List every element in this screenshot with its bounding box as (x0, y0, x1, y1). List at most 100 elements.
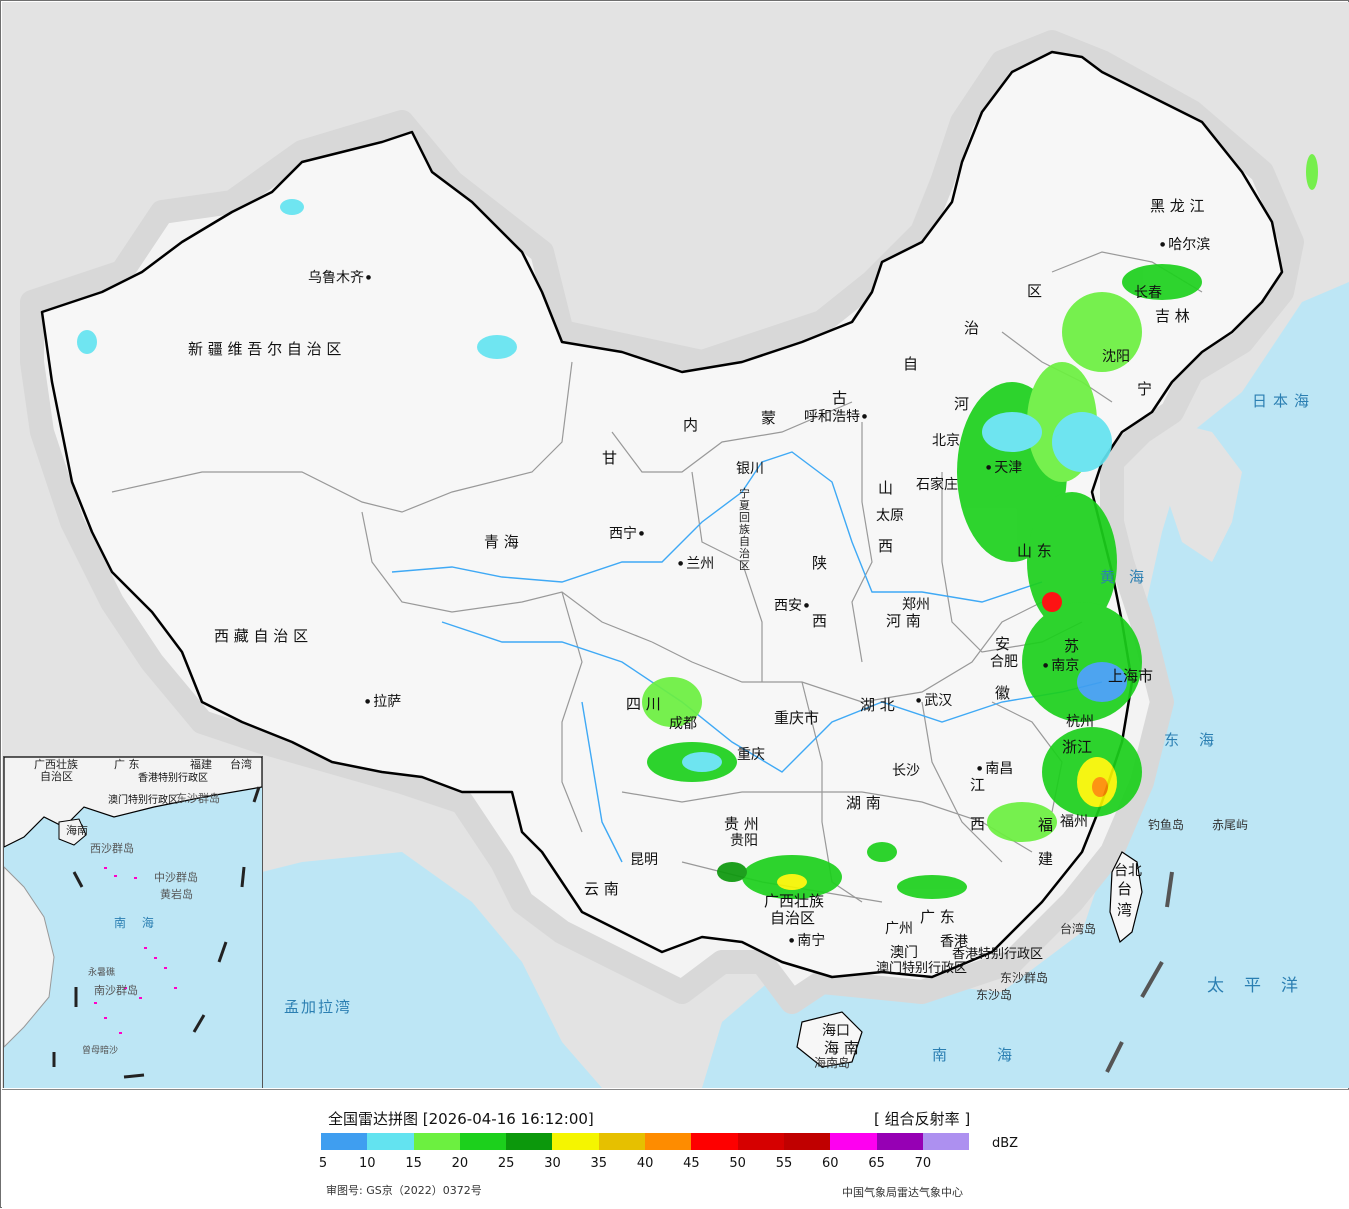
unit-label: dBZ (992, 1136, 1019, 1151)
colorbar-segment (459, 1133, 507, 1150)
colorbar-segment (367, 1133, 414, 1150)
inset-label-taiwan: 台湾 (230, 758, 252, 771)
island-diaoyudao: 钓鱼岛 (1148, 818, 1185, 832)
colorbar-segment (413, 1133, 460, 1150)
colorbar-segment (876, 1133, 923, 1150)
region-shandong: 山 东 (1017, 542, 1052, 560)
island-dongshadao: 东沙岛 (976, 988, 1013, 1002)
region-xinjiang: 新 疆 维 吾 尔 自 治 区 (188, 340, 342, 358)
inset-label-xisha: 西沙群岛 (90, 842, 134, 855)
approval-number: 审图号: GS京（2022）0372号 (326, 1184, 482, 1197)
colorbar-tick-label: 50 (729, 1156, 746, 1171)
colorbar-tick-label: 45 (683, 1156, 700, 1171)
region-neimenggu-4: 自 (903, 355, 919, 373)
colorbar-tick-label: 10 (359, 1156, 376, 1171)
island-dongshaqundao: 东沙群岛 (1000, 971, 1049, 985)
region-yunnan: 云 南 (584, 880, 619, 898)
inset-label-yongshu: 永暑礁 (88, 968, 116, 978)
inset-dash-line (52, 786, 261, 1079)
inset-left-coast (4, 866, 55, 1048)
colorbar-segment (691, 1133, 738, 1150)
region-ningxia: 宁夏回族自治区 (739, 487, 750, 572)
sea-taipingyang: 太平洋 (1207, 976, 1318, 996)
region-heilongjiang: 黑 龙 江 (1150, 197, 1205, 215)
region-guangxi-2: 自治区 (770, 909, 816, 927)
region-chongqing: 重庆市 (774, 709, 820, 727)
colorbar-tick-label: 20 (451, 1156, 469, 1171)
city-taiyuan: 太原 (876, 508, 904, 524)
colorbar-tick-label: 5 (318, 1156, 328, 1171)
colorbar-segment (598, 1133, 646, 1150)
sea-nanhai: 南海 (932, 1046, 1063, 1064)
sea-ribenhai: 日本海 (1252, 392, 1316, 410)
region-macau: 澳门特别行政区 (876, 961, 968, 976)
city-lhasa: 拉萨 (365, 695, 401, 709)
city-wuhan: 武汉 (916, 694, 952, 708)
product-name: [ 组合反射率 ] (874, 1110, 971, 1128)
colorbar-tick-label: 65 (868, 1156, 885, 1171)
city-zhengzhou: 郑州 (902, 597, 930, 613)
colorbar-tick-label: 55 (775, 1156, 793, 1171)
colorbar-tick-label: 15 (405, 1156, 422, 1171)
city-nanchang: 南昌 (977, 762, 1013, 776)
sea-huanghai: 黄海 (1100, 568, 1159, 586)
city-nanjing: 南京 (1043, 659, 1079, 673)
city-shenyang: 沈阳 (1102, 349, 1130, 365)
city-guangzhou: 广州 (885, 921, 913, 937)
city-guiyang: 贵阳 (730, 833, 758, 849)
rivers (391, 451, 1103, 863)
hainan-island (796, 1011, 863, 1068)
inset-label-guangdong: 广 东 (114, 758, 140, 771)
region-taiwan: 台 (1117, 880, 1133, 898)
city-xianggang: 香港 (940, 934, 968, 950)
region-jiangsu: 苏 (1064, 637, 1080, 655)
colorbar-segment (645, 1133, 692, 1150)
inset-label-zhongsha: 中沙群岛 (154, 871, 198, 884)
inset-label-hk: 香港特别行政区 (138, 773, 208, 784)
inset-label-huangyan: 黄岩岛 (160, 888, 193, 901)
sea-donghai: 东海 (1164, 731, 1235, 749)
city-nanning: 南宁 (789, 934, 825, 948)
region-sichuan: 四 川 (626, 695, 661, 713)
region-xizang: 西 藏 自 治 区 (214, 627, 309, 645)
region-neimenggu-5: 治 (964, 319, 980, 337)
city-shijiazhuang: 石家庄 (916, 477, 958, 493)
inset-label-nansha: 南沙群岛 (94, 984, 138, 997)
city-xining: 西宁 (609, 527, 644, 541)
region-neimenggu-1: 内 (683, 416, 699, 434)
colorbar-segment (506, 1133, 553, 1150)
inset-label-hainan: 海南 (66, 824, 88, 837)
island-hainandao: 海南岛 (814, 1056, 851, 1070)
colorbar-tick-label: 60 (822, 1156, 839, 1171)
city-lanzhou: 兰州 (678, 557, 714, 571)
nine-dash-line (1105, 871, 1174, 1073)
legend-panel: 全国雷达拼图 [2026-04-16 16:12:00] [ 组合反射率 ] 5… (2, 1089, 1349, 1209)
region-shaanxi-2: 西 (812, 612, 828, 630)
colorbar-segment (321, 1133, 368, 1150)
region-shanxi: 山 (878, 479, 894, 497)
city-beijing: 北京 (932, 433, 960, 449)
region-guangxi: 广西壮族 (764, 892, 825, 910)
region-neimenggu-3: 古 (832, 389, 848, 407)
region-neimenggu-2: 蒙 (761, 409, 777, 427)
region-jiangxi: 江 (970, 776, 986, 794)
colorbar-segment (830, 1133, 877, 1150)
taiwan-island (1109, 851, 1143, 944)
city-haerbin: 哈尔滨 (1160, 238, 1210, 252)
agency-name: 中国气象局雷达气象中心 (842, 1186, 963, 1199)
colorbar-tick-label: 40 (636, 1156, 654, 1171)
reflectivity-colorbar (321, 1133, 970, 1150)
inset-label-guangxi: 广西壮族 (34, 758, 78, 771)
sea-bay-bengal (182, 852, 602, 1088)
region-jiangxi-2: 西 (970, 815, 986, 833)
radar-map[interactable]: 新 疆 维 吾 尔 自 治 区 西 藏 自 治 区 青 海 甘 四 川 云 南 … (2, 2, 1349, 1088)
region-guangdong: 广 东 (920, 908, 955, 926)
region-guizhou: 贵 州 (724, 815, 759, 833)
inset-islands-dots (94, 867, 177, 1034)
inset-label-zizhiqu: 自治区 (40, 770, 73, 783)
colorbar-tick-label: 35 (590, 1156, 608, 1171)
city-changsha: 长沙 (892, 763, 920, 779)
city-haikou: 海口 (822, 1023, 850, 1039)
sea-mengjialawan: 孟加拉湾 (284, 998, 353, 1016)
city-fuzhou: 福州 (1060, 814, 1088, 830)
